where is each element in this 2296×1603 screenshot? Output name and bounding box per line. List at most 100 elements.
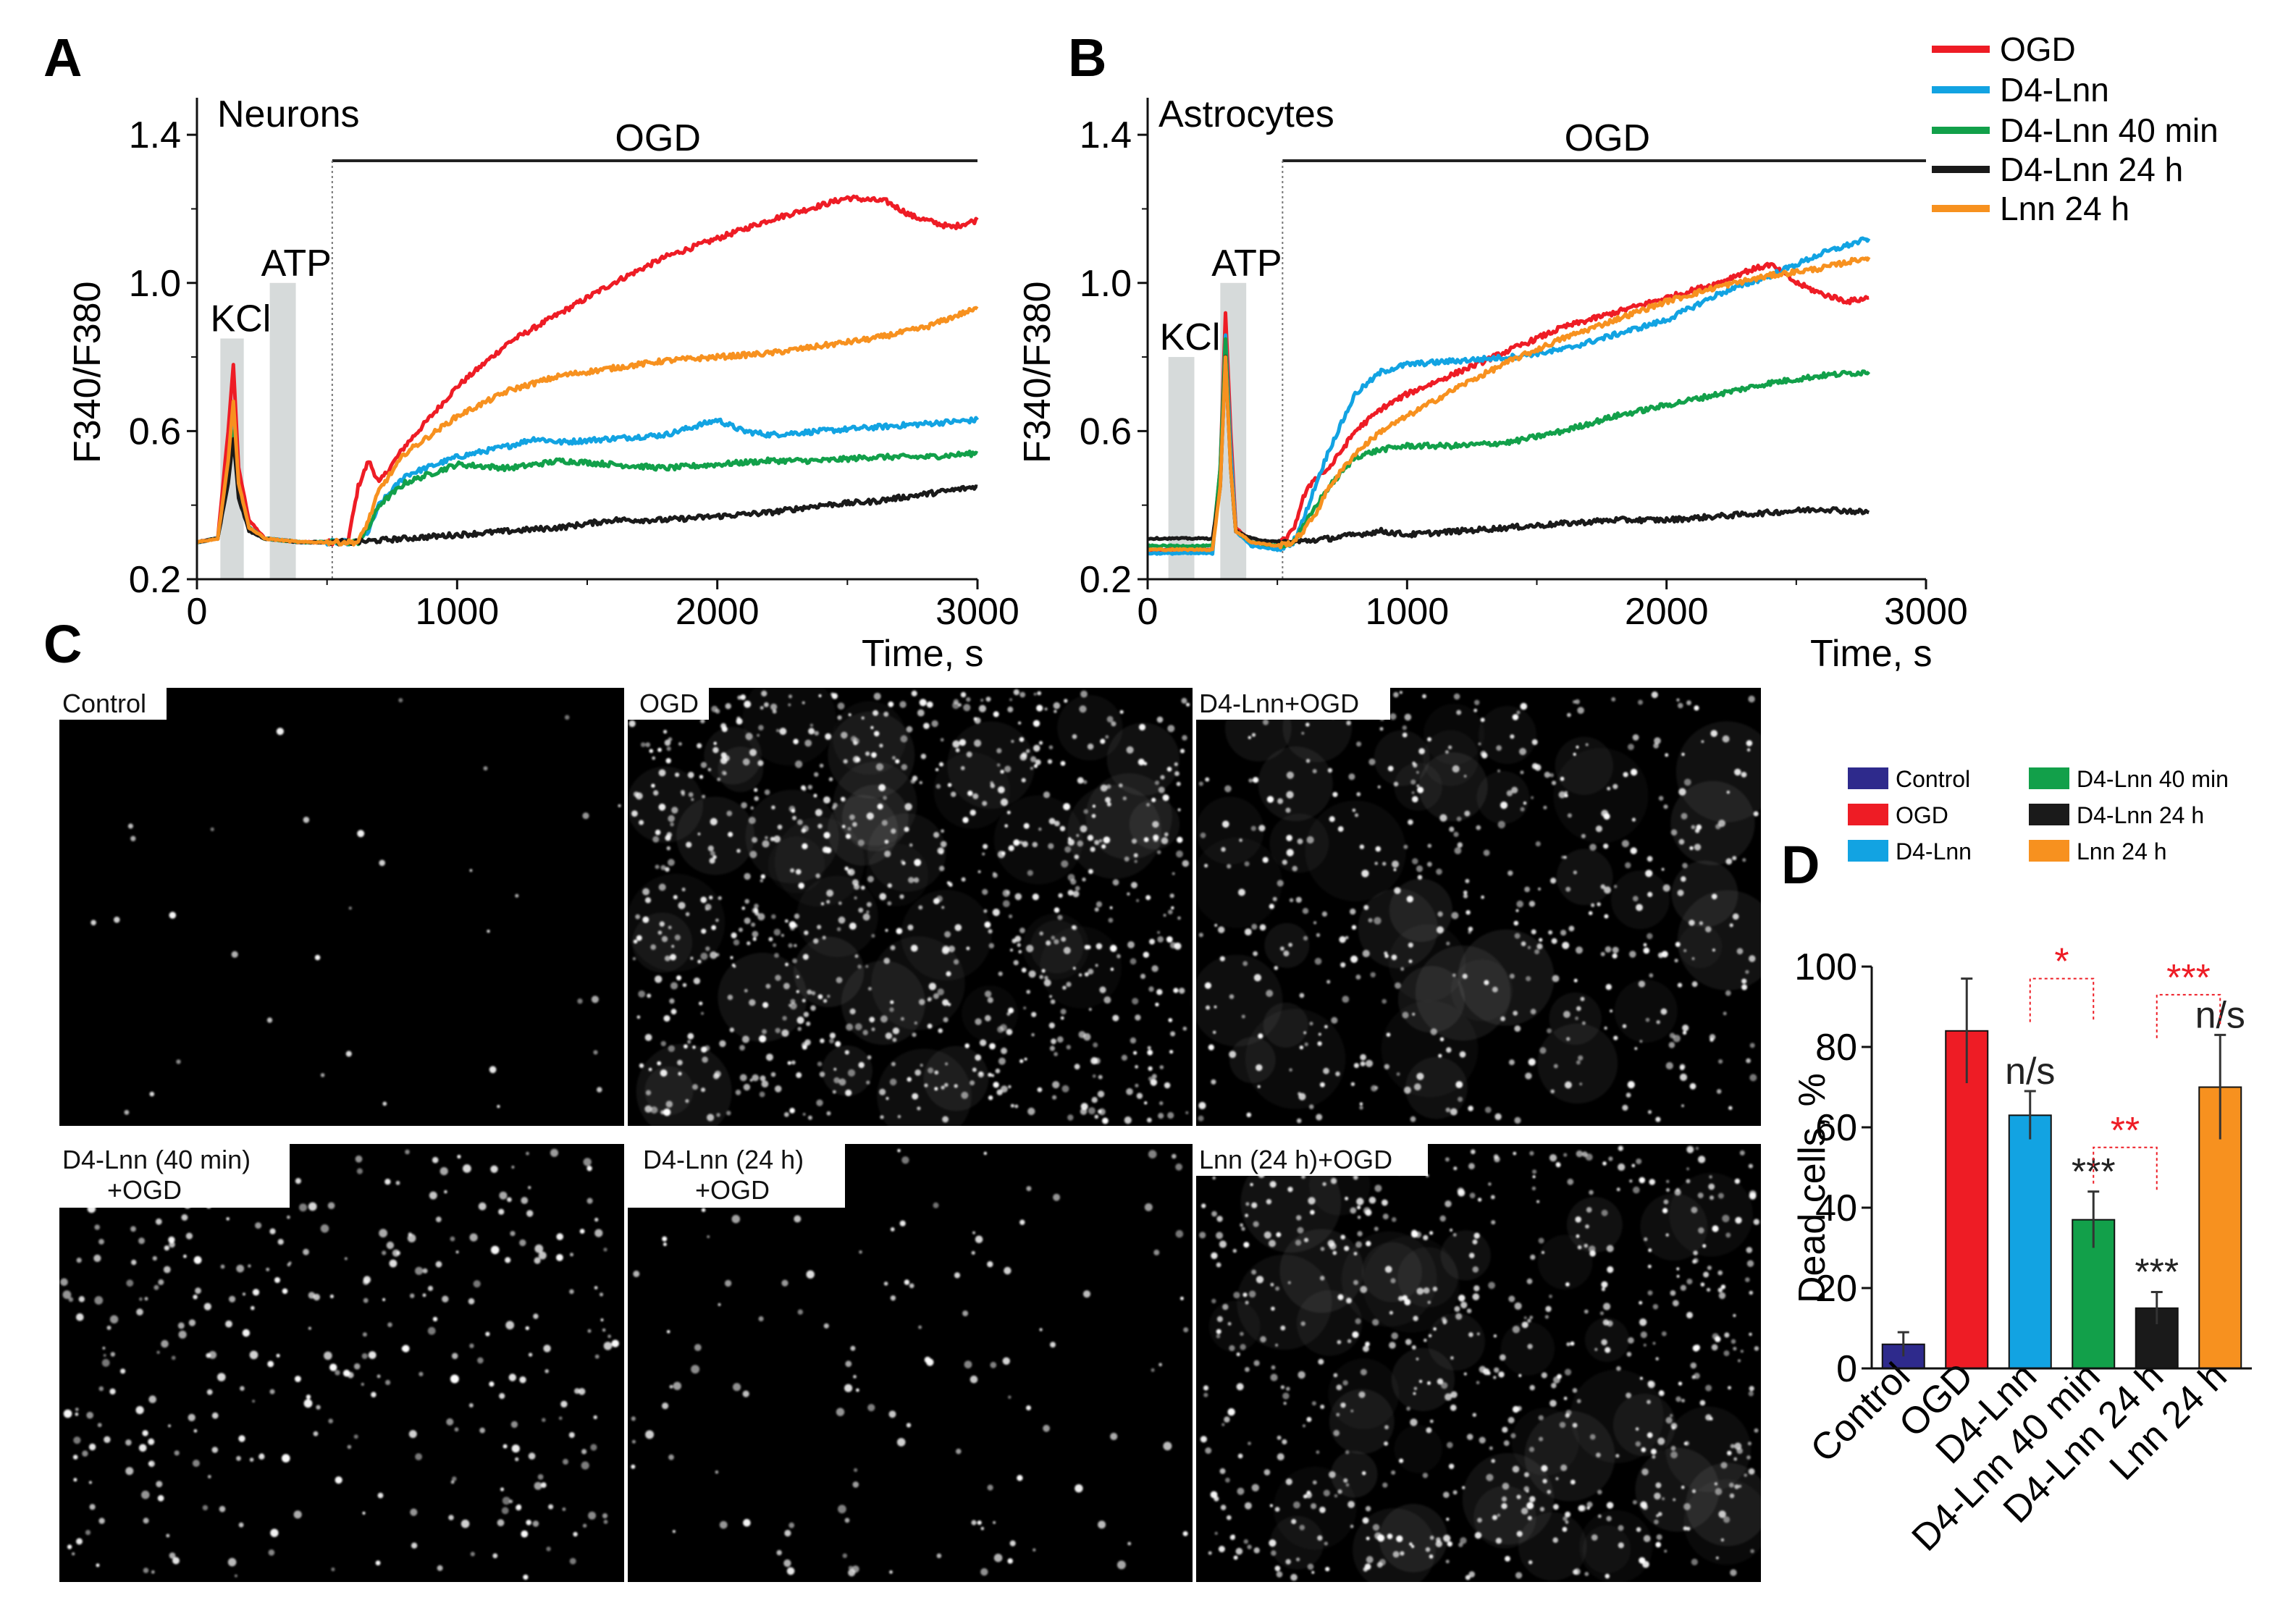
- micrograph-cell: [1282, 859, 1287, 865]
- micrograph-label-bg-lnn-24-h-ogd: [1196, 1144, 1428, 1176]
- micrograph-cell: [1148, 1076, 1153, 1082]
- micrograph-cell: [694, 1344, 702, 1351]
- micrograph-cell: [943, 1017, 949, 1023]
- micrograph-cell: [1579, 1082, 1583, 1086]
- micrograph-cell: [1647, 1290, 1653, 1296]
- micrograph-cell: [1368, 1196, 1376, 1204]
- micrograph-cell: [1691, 956, 1695, 961]
- micrograph-cell: [1163, 1442, 1172, 1451]
- micrograph-cell: [1413, 1392, 1416, 1395]
- micrograph-cell: [714, 1070, 721, 1077]
- micrograph-cell: [1526, 1278, 1533, 1284]
- micrograph-cell: [1493, 1334, 1497, 1338]
- panel-a-xlabel: Time, s: [862, 633, 984, 675]
- micrograph-cell: [796, 1072, 802, 1078]
- micrograph-cell: [195, 1287, 201, 1295]
- micrograph-cell: [1002, 900, 1010, 907]
- micrograph-cell: [829, 1032, 836, 1039]
- micrograph-cell: [1311, 1503, 1317, 1510]
- micrograph-cell: [1000, 798, 1009, 807]
- micrograph-cell: [823, 796, 830, 804]
- panel-b-series-d4-lnn: [1147, 236, 1871, 556]
- micrograph-cell: [836, 977, 843, 983]
- panel-b-x-tick-label-2000: 2000: [1625, 591, 1709, 633]
- micrograph-cell: [774, 953, 779, 958]
- micrograph-cell: [666, 746, 671, 752]
- micrograph-cell: [807, 1115, 812, 1120]
- micrograph-cell: [966, 946, 970, 951]
- micrograph-cell: [1486, 1473, 1494, 1481]
- micrograph-cell: [782, 1016, 787, 1021]
- micrograph-cell: [1112, 1014, 1119, 1022]
- micrograph-cell: [1060, 761, 1066, 766]
- micrograph-cell: [410, 1293, 415, 1298]
- micrograph-cell: [463, 1164, 471, 1173]
- micrograph-cell: [410, 1508, 418, 1516]
- micrograph-cell: [1425, 1547, 1431, 1552]
- micrograph-haze: [1085, 773, 1172, 860]
- micrograph-cell: [573, 1531, 578, 1537]
- micrograph-cell: [677, 1059, 683, 1066]
- micrograph-cell: [811, 990, 816, 996]
- micrograph-cell: [1576, 1150, 1584, 1158]
- micrograph-cell: [831, 805, 836, 810]
- micrograph-cell: [1372, 1318, 1379, 1326]
- micrograph-cell: [98, 1239, 104, 1245]
- micrograph-cell: [168, 1236, 175, 1244]
- micrograph-cell: [1686, 1145, 1694, 1153]
- micrograph-cell: [320, 1224, 329, 1233]
- micrograph-cell: [764, 702, 769, 707]
- micrograph-cell: [1251, 733, 1256, 737]
- micrograph-cell: [492, 1553, 498, 1559]
- panel-letter-d: D: [1781, 835, 1820, 895]
- micrograph-cell: [1151, 797, 1156, 802]
- micrograph-cell: [1384, 1266, 1392, 1274]
- micrograph-cell: [1720, 1538, 1725, 1542]
- micrograph-cell: [1489, 1446, 1493, 1450]
- micrograph-cell: [1408, 959, 1413, 964]
- micrograph-cell: [1245, 1202, 1250, 1206]
- micrograph-cell: [1573, 978, 1578, 983]
- micrograph-cell: [1151, 1368, 1155, 1372]
- micrograph-cell: [918, 1325, 922, 1329]
- micrograph-cell: [1026, 749, 1030, 754]
- micrograph-cell: [1570, 1479, 1576, 1485]
- micrograph-cell: [1409, 1542, 1413, 1546]
- micrograph-cell: [1466, 1434, 1473, 1440]
- micrograph-cell: [1101, 844, 1106, 849]
- micrograph-cell: [1468, 1106, 1473, 1111]
- micrograph-cell: [1060, 1016, 1064, 1020]
- micrograph-cell: [1160, 775, 1165, 780]
- micrograph-cell: [1559, 1421, 1566, 1429]
- micrograph-cell: [1417, 786, 1424, 794]
- micrograph-haze: [1405, 1056, 1468, 1119]
- micrograph-cell: [773, 836, 781, 843]
- micrograph-cell: [980, 699, 984, 702]
- micrograph-cell: [1037, 691, 1042, 696]
- micrograph-cell: [845, 833, 851, 839]
- micrograph-cell: [1728, 1386, 1731, 1390]
- micrograph-cell: [76, 1538, 83, 1545]
- micrograph-cell: [1229, 1051, 1237, 1059]
- micrograph-cell: [1398, 1295, 1404, 1302]
- micrograph-cell: [977, 1520, 982, 1526]
- micrograph-cell: [1483, 1368, 1490, 1376]
- micrograph-cell: [1716, 1089, 1722, 1094]
- micrograph-cell: [1647, 1264, 1652, 1268]
- micrograph-cell: [1661, 1331, 1667, 1337]
- micrograph-cell: [1372, 1523, 1380, 1531]
- micrograph-cell: [645, 742, 651, 747]
- micrograph-cell: [1552, 975, 1560, 983]
- micrograph-cell: [252, 1289, 260, 1296]
- micrograph-cell: [844, 866, 849, 871]
- panel-b-series-d4-lnn-24-h: [1147, 354, 1870, 547]
- micrograph-cell: [810, 1005, 816, 1011]
- micrograph-cell: [710, 817, 718, 825]
- micrograph-cell: [579, 1229, 585, 1234]
- micrograph-cell: [1263, 1469, 1271, 1476]
- micrograph-cell: [1271, 1306, 1275, 1311]
- micrograph-cell: [1625, 862, 1631, 869]
- micrograph-cell: [1124, 1116, 1132, 1124]
- micrograph-cell: [1250, 825, 1256, 831]
- micrograph-cell: [1303, 1031, 1307, 1035]
